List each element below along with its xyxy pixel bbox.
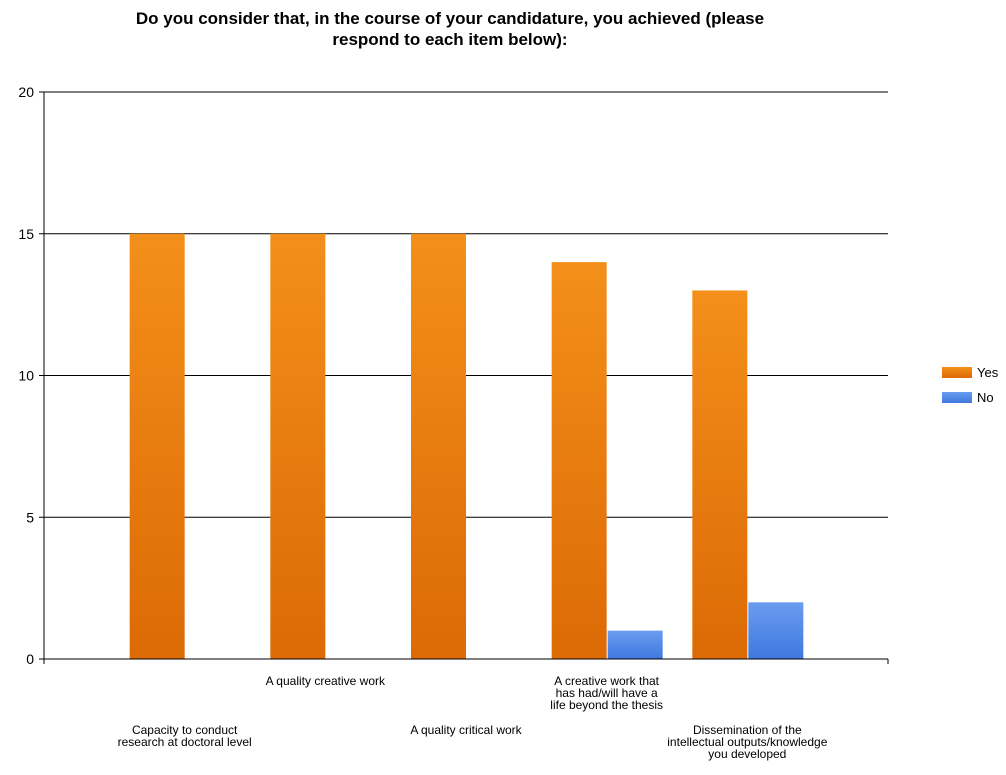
chart-title-line-2: respond to each item below): <box>332 30 568 49</box>
y-tick-label: 0 <box>26 651 34 667</box>
x-category-label: A quality creative work <box>266 674 386 688</box>
y-tick-label: 20 <box>18 84 34 100</box>
chart-title-line-1: Do you consider that, in the course of y… <box>135 9 765 28</box>
x-category-label: A quality critical work <box>410 723 522 737</box>
bar-yes-4 <box>551 262 607 659</box>
bar-yes-2 <box>270 233 326 659</box>
bar-yes-1 <box>129 233 185 659</box>
x-category-label: Dissemination of the intellectual outputs… <box>667 723 827 761</box>
legend-label-no: No <box>977 390 994 405</box>
legend-swatch-yes <box>942 367 972 378</box>
legend-label-yes: Yes <box>977 365 999 380</box>
bar-yes-3 <box>411 233 466 659</box>
y-tick-label: 10 <box>18 368 34 384</box>
x-category-label: Capacity to conduct research at doctoral … <box>118 723 252 749</box>
y-tick-label: 15 <box>18 226 34 242</box>
bar-no-5 <box>748 602 804 659</box>
chart-title: Do you consider that, in the course of y… <box>0 8 900 50</box>
bar-no-4 <box>607 630 663 659</box>
y-tick-label: 5 <box>26 509 34 525</box>
legend-swatch-no <box>942 392 972 403</box>
bar-yes-5 <box>692 290 748 659</box>
